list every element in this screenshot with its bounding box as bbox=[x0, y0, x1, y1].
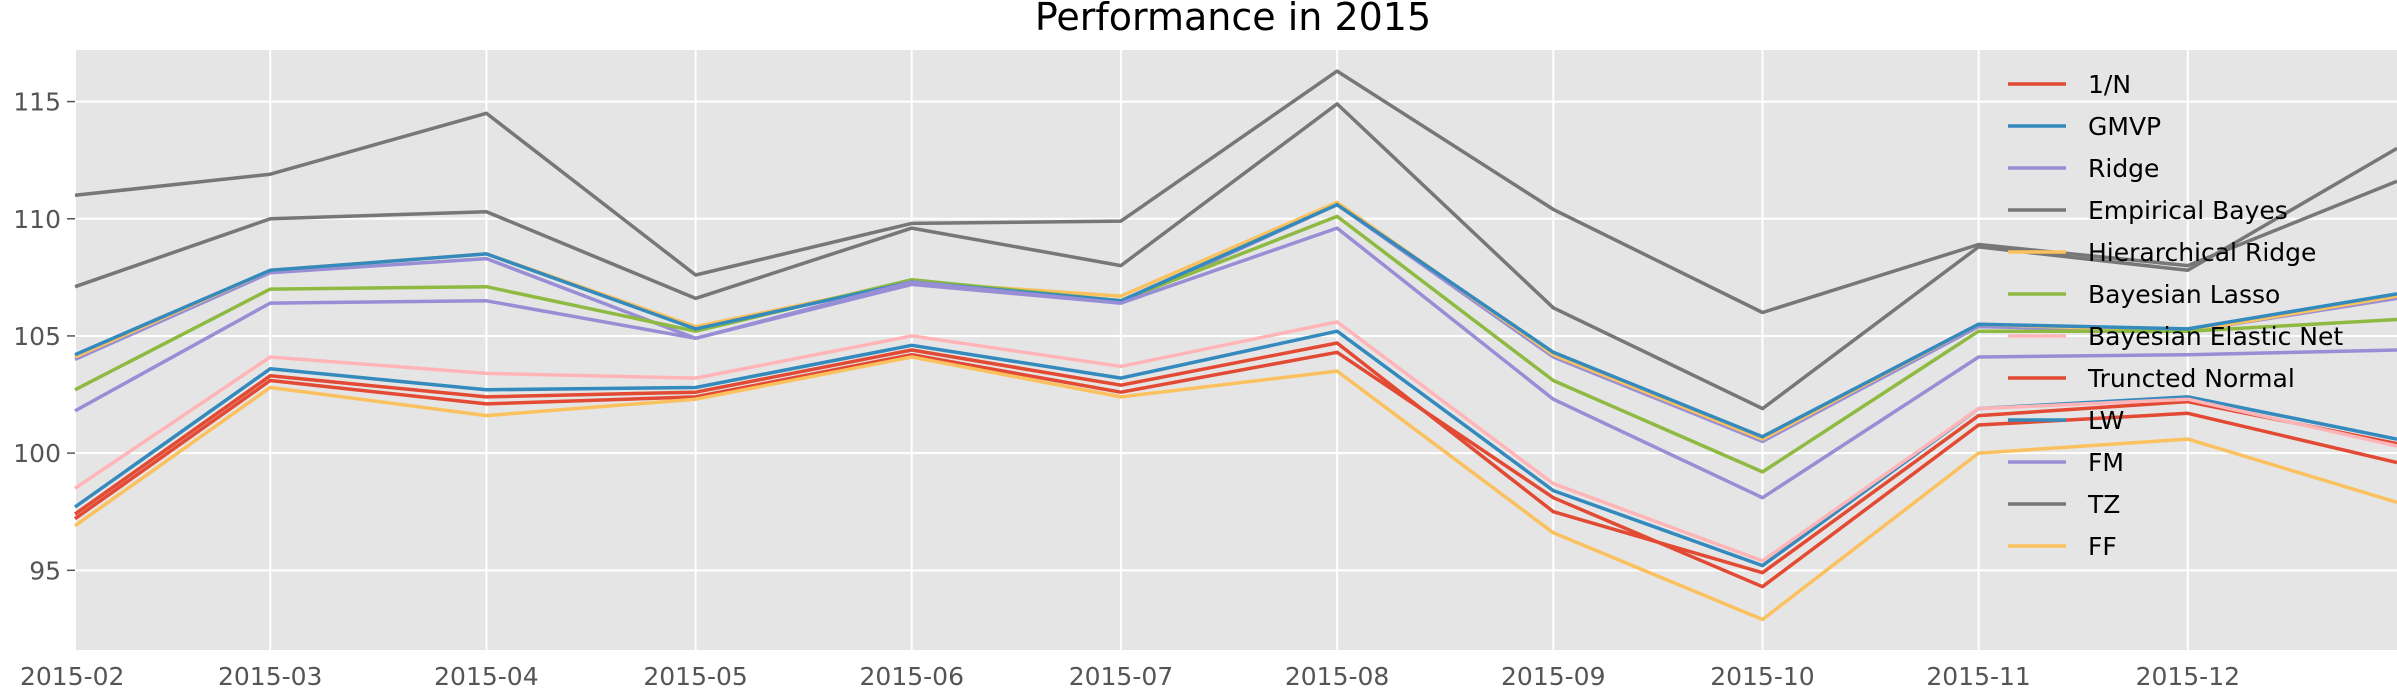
x-tick-label: 2015-09 bbox=[1501, 662, 1605, 691]
legend-label: FM bbox=[2088, 448, 2124, 477]
grid-lines bbox=[74, 50, 2397, 650]
series-line bbox=[74, 69, 2397, 315]
series-line bbox=[74, 214, 2397, 474]
legend-label: Empirical Bayes bbox=[2088, 196, 2288, 225]
series-line bbox=[73, 350, 2397, 589]
x-tick-label: 2015-05 bbox=[643, 662, 747, 691]
x-tick-label: 2015-10 bbox=[1710, 662, 1814, 691]
legend-label: 1/N bbox=[2088, 70, 2131, 99]
legend-label: Ridge bbox=[2088, 154, 2159, 183]
legend-label: LW bbox=[2088, 406, 2124, 435]
legend-label: Bayesian Lasso bbox=[2088, 280, 2280, 309]
legend-label: Bayesian Elastic Net bbox=[2088, 322, 2343, 351]
legend-label: Truncted Normal bbox=[2087, 364, 2295, 393]
y-tick-label: 100 bbox=[13, 439, 61, 468]
y-tick-label: 95 bbox=[29, 556, 61, 585]
legend: 1/N GMVP Ridge Empirical Bayes Hierarchical … bbox=[2008, 70, 2343, 561]
legend-label: GMVP bbox=[2088, 112, 2161, 141]
series-line bbox=[74, 320, 2397, 563]
plot-area bbox=[75, 50, 2397, 650]
legend-label: FF bbox=[2088, 532, 2117, 561]
legend-label: TZ bbox=[2087, 490, 2120, 519]
x-tick-label: 2015-12 bbox=[2136, 662, 2240, 691]
chart-title: Performance in 2015 bbox=[1035, 0, 1431, 39]
x-tick-label: 2015-03 bbox=[218, 662, 322, 691]
series-line bbox=[73, 341, 2397, 575]
x-tick-label: 2015-11 bbox=[1926, 662, 2030, 691]
series-line bbox=[74, 226, 2397, 500]
axis-ticks: 2015-02 2015-03 2015-04 2015-05 2015-06 2015-… bbox=[13, 88, 2240, 691]
x-tick-label: 2015-07 bbox=[1069, 662, 1173, 691]
y-tick-label: 115 bbox=[13, 88, 61, 117]
y-tick-label: 110 bbox=[13, 205, 61, 234]
y-tick-label: 105 bbox=[13, 322, 61, 351]
legend-label: Hierarchical Ridge bbox=[2088, 238, 2316, 267]
x-tick-label: 2015-04 bbox=[434, 662, 538, 691]
x-tick-label: 2015-06 bbox=[860, 662, 964, 691]
series-line bbox=[73, 355, 2397, 622]
x-tick-label: 2015-02 bbox=[20, 662, 124, 691]
x-tick-label: 2015-08 bbox=[1285, 662, 1389, 691]
series-line bbox=[74, 202, 2397, 439]
